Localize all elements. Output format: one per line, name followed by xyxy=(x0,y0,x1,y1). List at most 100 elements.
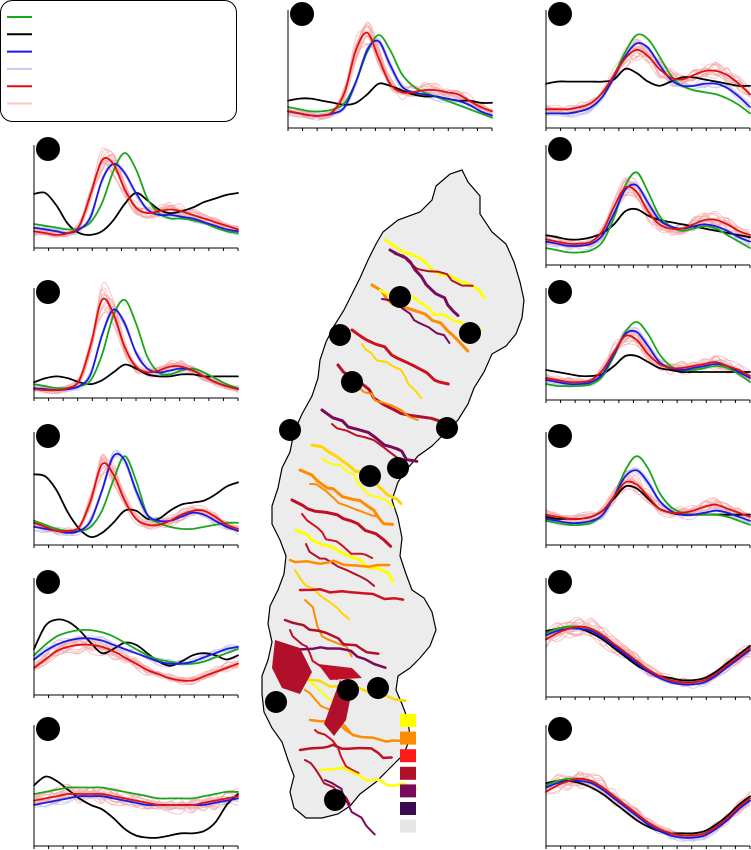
panel-right-2 xyxy=(545,280,751,403)
river-segment xyxy=(310,443,403,505)
river-segment xyxy=(294,528,395,583)
map-legend-swatch xyxy=(400,749,416,763)
panel-station-marker xyxy=(548,424,572,448)
map-legend-swatch xyxy=(400,784,416,798)
series-black-line xyxy=(545,67,751,87)
map xyxy=(261,169,525,836)
station-marker xyxy=(459,322,481,344)
country-outline xyxy=(261,169,525,819)
ensemble-blue-line xyxy=(545,630,751,688)
ensemble-red-line xyxy=(287,26,493,118)
station-marker xyxy=(389,286,411,308)
ensemble-blue-line xyxy=(545,44,751,118)
lake-vanern xyxy=(272,640,312,694)
series-blue-line xyxy=(545,627,751,686)
series-blue-line xyxy=(545,42,751,115)
series-black-line xyxy=(33,775,239,839)
ensemble-blue-line xyxy=(545,776,751,841)
map-color-legend xyxy=(400,714,416,833)
series-black-line xyxy=(33,473,239,538)
ensemble-red-line xyxy=(545,616,751,683)
panel-station-marker xyxy=(548,280,572,304)
series-blue-line xyxy=(545,183,751,248)
ensemble-red-line xyxy=(33,639,239,680)
map-legend-swatch xyxy=(400,802,416,815)
ensemble-red-line xyxy=(33,638,239,683)
series-red-line xyxy=(545,777,751,837)
panel-left-4 xyxy=(33,570,239,698)
panel-left-1 xyxy=(33,137,239,251)
panel-right-4 xyxy=(545,570,751,700)
river-segment xyxy=(298,588,405,601)
river-segment xyxy=(361,343,423,400)
ensemble-blue-line xyxy=(545,779,751,842)
ensemble-red-line xyxy=(33,460,239,532)
map-legend-swatch xyxy=(400,819,416,833)
river-segment xyxy=(298,743,393,760)
series-red-line xyxy=(545,334,751,384)
series-black-line xyxy=(33,618,239,667)
panel-station-marker xyxy=(290,2,314,26)
panel-station-marker xyxy=(36,717,60,741)
legend-items xyxy=(7,16,32,105)
ensemble-red-line xyxy=(33,458,239,533)
panel-right-5 xyxy=(545,717,751,849)
river-segment xyxy=(304,689,355,737)
series-blue-line xyxy=(33,162,239,235)
lake-malaren xyxy=(318,664,362,680)
panel-top-mid xyxy=(287,2,493,131)
station-marker xyxy=(329,324,351,346)
series-green-line xyxy=(33,298,239,390)
river-network xyxy=(272,238,486,836)
river-segment xyxy=(309,483,386,526)
river-segment xyxy=(294,569,350,621)
panel-right-0 xyxy=(545,2,751,131)
map-legend-swatch xyxy=(400,714,416,727)
ensemble-red-line xyxy=(33,786,239,811)
ensemble-red-line xyxy=(33,464,239,532)
river-segment xyxy=(283,618,380,655)
ensemble-red-line xyxy=(33,462,239,533)
ensemble-red-line xyxy=(33,459,239,534)
series-red-line xyxy=(545,185,751,245)
river-segment xyxy=(383,238,486,299)
series-red-line xyxy=(287,31,493,117)
series-green-line xyxy=(545,321,751,388)
river-segment xyxy=(318,766,418,791)
river-segment xyxy=(350,328,450,386)
series-green-line xyxy=(33,786,239,800)
hydrograph-panels xyxy=(33,2,751,849)
series-blue-line xyxy=(33,637,239,665)
ensemble-red-line xyxy=(33,153,239,238)
map-legend-swatch xyxy=(400,766,416,780)
panel-station-marker xyxy=(548,717,572,741)
series-red-line xyxy=(545,480,751,520)
series-green-line xyxy=(33,628,239,665)
ensemble-red-line xyxy=(33,307,239,395)
station-marker xyxy=(265,691,287,713)
series-black-line xyxy=(545,207,751,241)
series-red-line xyxy=(33,297,239,392)
river-segment xyxy=(321,458,395,509)
ensemble-red-line xyxy=(545,50,751,114)
ensemble-blue-line xyxy=(545,776,751,843)
ensemble-red-line xyxy=(287,21,493,118)
series-green-line xyxy=(545,171,751,254)
ensemble-members xyxy=(545,326,751,388)
series-red-line xyxy=(545,625,751,684)
panel-station-marker xyxy=(36,424,60,448)
ensemble-red-line xyxy=(545,40,751,112)
panel-station-marker xyxy=(548,2,572,26)
river-segment xyxy=(301,513,374,559)
ensemble-red-line xyxy=(33,466,239,536)
series-red-line xyxy=(33,792,239,806)
ensemble-red-line xyxy=(545,477,751,520)
ensemble-members xyxy=(545,38,751,118)
river-segment xyxy=(320,408,419,463)
station-markers xyxy=(265,286,481,811)
series-blue-line xyxy=(545,329,751,386)
series-green-line xyxy=(287,34,493,119)
series-blue-line xyxy=(545,469,751,524)
panel-station-marker xyxy=(36,137,60,161)
river-segment xyxy=(290,498,393,548)
